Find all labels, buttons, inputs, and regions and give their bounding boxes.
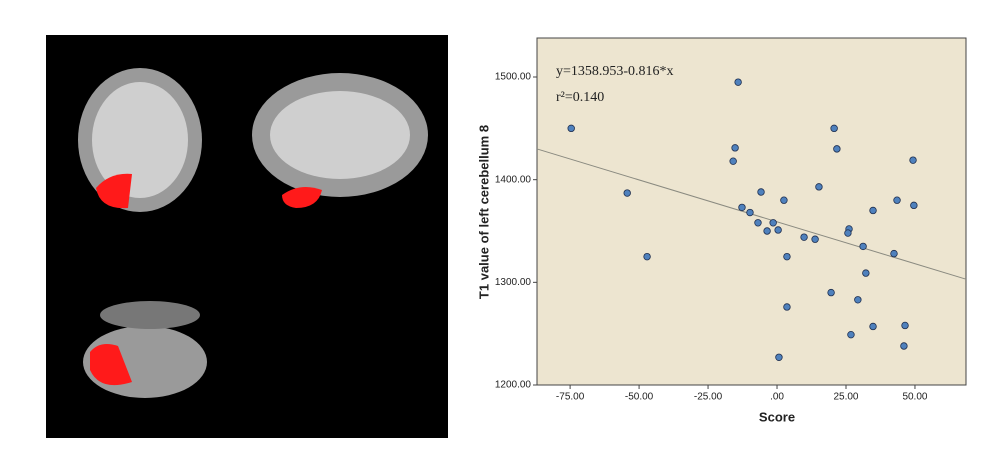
point xyxy=(643,252,651,261)
point xyxy=(900,342,908,350)
point xyxy=(830,124,838,133)
x-tick-label: -25.00 xyxy=(694,392,723,403)
equation: y=1358.953-0.816*x xyxy=(556,64,674,79)
point xyxy=(844,229,852,237)
point xyxy=(738,203,746,212)
point xyxy=(783,303,791,311)
x-tick-label: -50.00 xyxy=(625,392,654,403)
point xyxy=(893,196,901,204)
point xyxy=(731,144,739,152)
point xyxy=(869,206,877,215)
y-tick-label: 1300.00 xyxy=(495,277,532,288)
x-tick-label: 25.00 xyxy=(833,392,858,403)
point xyxy=(890,249,898,258)
point xyxy=(847,330,855,339)
point xyxy=(623,189,631,197)
point xyxy=(909,156,917,164)
point xyxy=(901,321,909,330)
point xyxy=(783,252,791,261)
coronal-roi xyxy=(96,173,132,209)
y-tick-label: 1200.00 xyxy=(495,380,532,391)
point xyxy=(854,296,862,304)
point xyxy=(815,183,823,191)
point xyxy=(800,233,808,241)
point xyxy=(769,219,777,227)
point xyxy=(833,145,841,153)
axial-roi xyxy=(90,344,132,386)
point xyxy=(729,157,737,165)
point xyxy=(746,208,754,217)
point xyxy=(811,235,819,243)
axial-fragment xyxy=(100,301,200,329)
point xyxy=(827,288,835,297)
point xyxy=(780,196,788,204)
x-tick-label: 50.00 xyxy=(902,392,927,403)
point xyxy=(757,188,765,196)
brain-images xyxy=(46,35,448,438)
coronal-white-matter xyxy=(92,82,188,198)
point xyxy=(763,227,771,235)
r-squared: r²=0.140 xyxy=(556,90,604,105)
x-tick-label: .00 xyxy=(770,392,784,403)
point xyxy=(910,201,918,210)
x-axis-title: Score xyxy=(759,409,795,424)
point xyxy=(774,226,782,234)
sagittal-roi xyxy=(282,186,322,208)
y-tick-label: 1500.00 xyxy=(495,72,532,83)
sagittal-white-matter xyxy=(270,91,410,179)
point xyxy=(859,242,867,251)
point xyxy=(869,322,877,331)
y-tick-label: 1400.00 xyxy=(495,174,532,185)
point xyxy=(567,124,575,133)
point xyxy=(862,269,870,277)
x-tick-label: -75.00 xyxy=(556,392,585,403)
point xyxy=(734,78,742,86)
y-axis-title: T1 value of left cerebellum 8 xyxy=(476,125,491,299)
point xyxy=(754,219,762,227)
point xyxy=(775,353,783,361)
